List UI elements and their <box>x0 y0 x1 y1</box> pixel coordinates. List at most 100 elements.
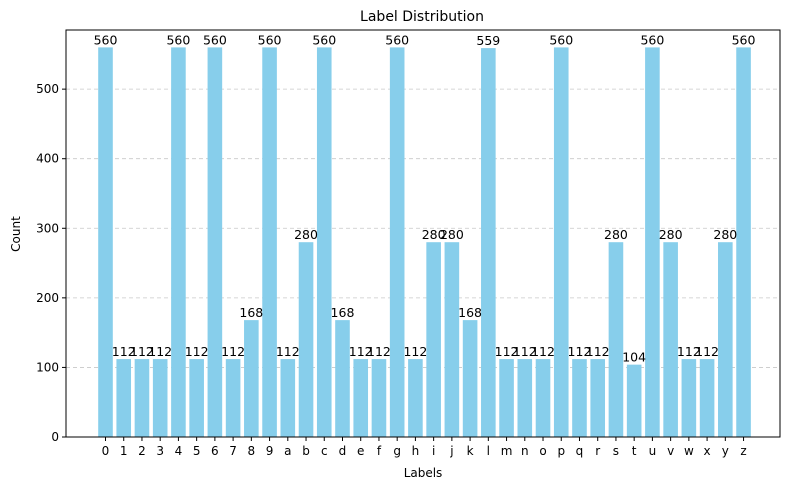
x-tick-label: 1 <box>120 444 128 458</box>
data-label: 560 <box>732 32 756 47</box>
bar-t <box>626 364 642 437</box>
bar-l <box>481 48 496 437</box>
bar-m <box>499 359 514 437</box>
bar-y <box>718 242 733 437</box>
data-label: 112 <box>112 344 136 359</box>
y-tick-label: 0 <box>51 430 59 444</box>
data-label: 168 <box>331 305 355 320</box>
y-tick-label: 400 <box>36 152 59 166</box>
data-label: 560 <box>94 32 118 47</box>
bar-g <box>389 47 405 438</box>
x-tick-label: g <box>393 444 401 458</box>
y-axis-label: Count <box>9 216 23 252</box>
data-label: 112 <box>276 344 300 359</box>
x-tick-label: 6 <box>211 444 219 458</box>
x-tick-label: p <box>557 444 565 458</box>
data-label: 280 <box>440 227 464 242</box>
data-label: 560 <box>166 32 190 47</box>
x-tick-label: d <box>339 444 347 458</box>
x-tick-label: x <box>704 444 711 458</box>
x-tick-label: c <box>321 444 328 458</box>
x-tick-label: r <box>595 444 600 458</box>
x-tick-label: 9 <box>266 444 274 458</box>
x-tick-label: 2 <box>138 444 146 458</box>
data-label: 112 <box>568 344 592 359</box>
bar-7 <box>225 359 241 437</box>
data-label: 112 <box>403 344 427 359</box>
data-label: 168 <box>458 305 482 320</box>
data-label: 112 <box>677 344 701 359</box>
x-tick-label: 8 <box>248 444 256 458</box>
bar-a <box>280 359 296 437</box>
y-tick-label: 200 <box>36 291 59 305</box>
x-tick-label: 7 <box>229 444 237 458</box>
x-tick-label: n <box>521 444 529 458</box>
x-tick-label: k <box>467 444 474 458</box>
data-labels: 5601121121125601125601121685601122805601… <box>94 32 756 364</box>
bar-0 <box>98 47 113 438</box>
x-tick-label: v <box>667 444 674 458</box>
bar-q <box>572 359 587 437</box>
bar-3 <box>152 359 168 437</box>
bar-f <box>371 359 387 437</box>
data-label: 112 <box>513 344 537 359</box>
bar-z <box>736 47 751 438</box>
bar-n <box>517 359 533 437</box>
bar-h <box>408 359 423 437</box>
y-tick-label: 500 <box>36 82 59 96</box>
bar-w <box>681 359 697 437</box>
bar-9 <box>262 47 277 438</box>
bar-8 <box>244 320 259 437</box>
bar-6 <box>207 47 223 438</box>
data-label: 280 <box>713 227 737 242</box>
x-tick-label: 0 <box>102 444 110 458</box>
x-tick-label: y <box>722 444 729 458</box>
x-tick-label: 5 <box>193 444 201 458</box>
x-tick-label: j <box>449 444 453 458</box>
x-tick-label: u <box>649 444 657 458</box>
x-tick-label: t <box>632 444 637 458</box>
x-tick-label: 4 <box>175 444 183 458</box>
data-label: 112 <box>495 344 519 359</box>
data-label: 104 <box>622 350 646 365</box>
x-tick-label: f <box>377 444 382 458</box>
data-label: 280 <box>604 227 628 242</box>
bar-s <box>608 242 624 437</box>
bar-5 <box>189 359 204 437</box>
data-label: 112 <box>130 344 154 359</box>
data-label: 560 <box>203 32 227 47</box>
bar-2 <box>134 359 150 437</box>
bar-x <box>699 359 715 437</box>
data-label: 168 <box>239 305 263 320</box>
x-tick-label: s <box>613 444 619 458</box>
bars <box>98 47 751 438</box>
data-label: 280 <box>294 227 318 242</box>
data-label: 112 <box>185 344 209 359</box>
x-tick-label: z <box>740 444 746 458</box>
bar-b <box>298 242 314 437</box>
bar-k <box>462 320 478 437</box>
x-tick-label: m <box>501 444 513 458</box>
bar-v <box>663 242 678 437</box>
x-tick-label: i <box>432 444 435 458</box>
y-tick-label: 300 <box>36 221 59 235</box>
data-label: 560 <box>640 32 664 47</box>
bar-i <box>426 242 441 437</box>
data-label: 560 <box>385 32 409 47</box>
y-tick-label: 100 <box>36 360 59 374</box>
data-label: 112 <box>367 344 391 359</box>
data-label: 560 <box>258 32 282 47</box>
x-tick-label: o <box>539 444 546 458</box>
x-tick-label: a <box>284 444 291 458</box>
data-label: 112 <box>531 344 555 359</box>
bar-e <box>353 359 369 437</box>
plot-frame <box>65 29 781 438</box>
x-tick-label: h <box>412 444 420 458</box>
bar-u <box>645 47 660 438</box>
data-label: 559 <box>476 33 500 48</box>
bar-c <box>316 47 332 438</box>
data-label: 560 <box>312 32 336 47</box>
bar-o <box>535 359 551 437</box>
bar-p <box>553 47 569 438</box>
